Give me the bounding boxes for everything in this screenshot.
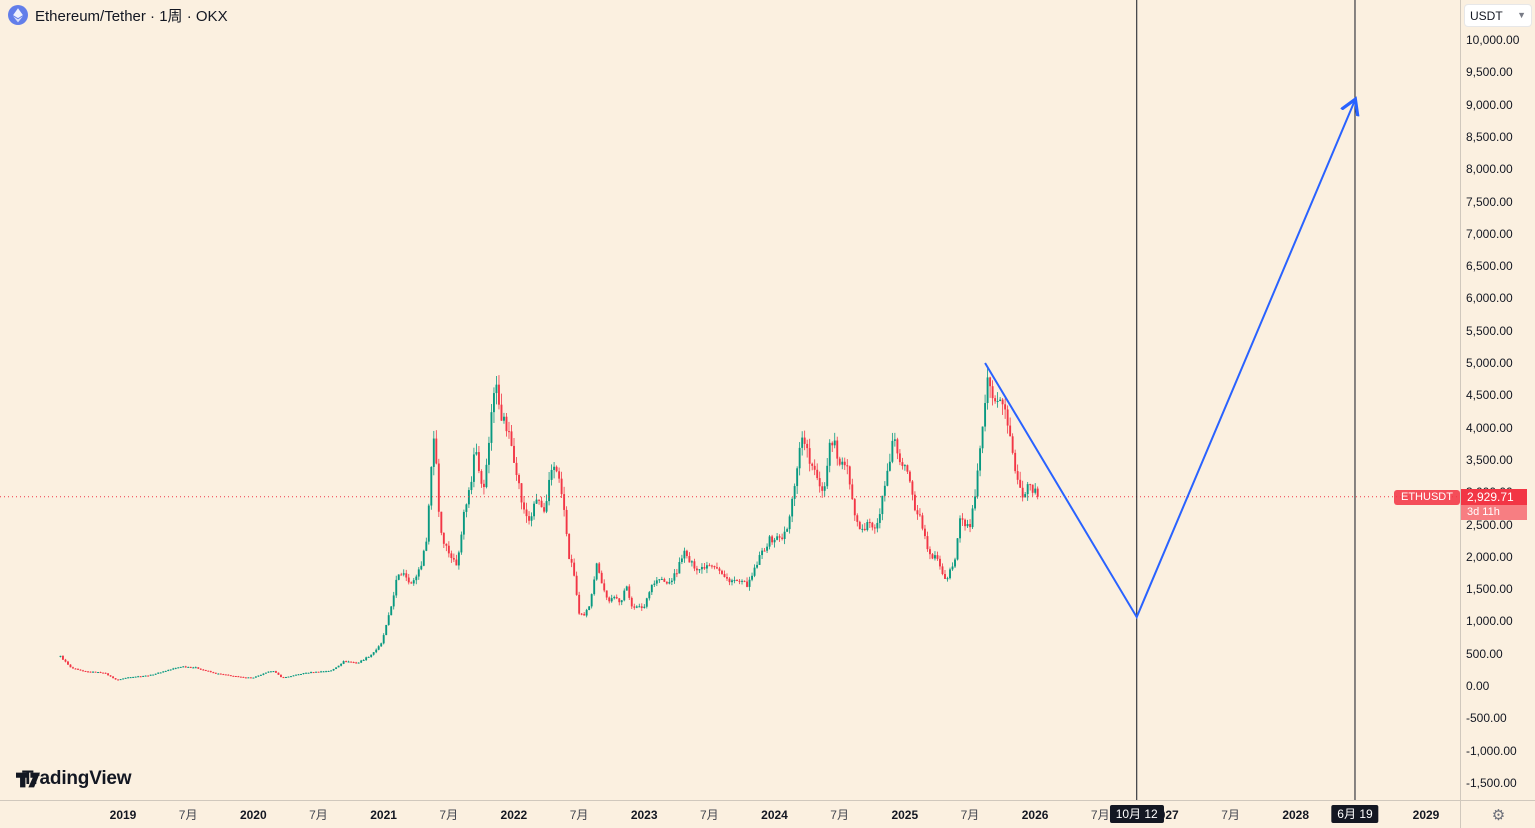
time-tick: 7月 xyxy=(830,808,849,822)
price-tick: 4,000.00 xyxy=(1466,420,1513,435)
time-tick: 7月 xyxy=(1221,808,1240,822)
currency-selector-value: USDT xyxy=(1470,8,1503,23)
price-tick: 10,000.00 xyxy=(1466,33,1520,47)
price-tick: -1,000.00 xyxy=(1466,743,1517,758)
candlestick-series xyxy=(59,367,1039,681)
time-tick: 7月 xyxy=(569,808,589,822)
chart-pane[interactable]: Ethereum/Tether · 1周 · OKX TradingView E… xyxy=(0,0,1460,800)
price-tick: 9,500.00 xyxy=(1466,65,1513,80)
price-axis[interactable]: USDT ▼ 10,000.00 9,500.00 9,000.00 8,500.00… xyxy=(1460,0,1535,800)
price-tick: 4,500.00 xyxy=(1466,388,1513,403)
price-tick: 5,000.00 xyxy=(1466,356,1513,371)
price-tick: 500.00 xyxy=(1466,646,1503,661)
time-tick: 2019 xyxy=(109,808,137,822)
price-tick: 6,000.00 xyxy=(1466,291,1513,306)
price-tick: 7,500.00 xyxy=(1466,194,1513,209)
price-tick: 5,500.00 xyxy=(1466,323,1513,338)
bar-countdown: 3d 11h xyxy=(1461,504,1527,520)
symbol-legend[interactable]: Ethereum/Tether · 1周 · OKX xyxy=(8,5,228,26)
time-tick: 2023 xyxy=(630,808,658,822)
settings-gear-icon[interactable]: ⚙ xyxy=(1491,806,1506,824)
price-tick: -500.00 xyxy=(1466,711,1507,726)
time-tick: 2024 xyxy=(761,808,788,822)
time-tick: 2020 xyxy=(239,808,267,822)
time-tick: 7月 xyxy=(1090,808,1110,822)
time-tick: 2025 xyxy=(891,808,919,822)
event-date-badge: 6月 19 xyxy=(1331,805,1379,823)
tradingview-logo[interactable]: TradingView xyxy=(14,768,132,790)
price-tick: 1,500.00 xyxy=(1466,582,1513,597)
currency-selector[interactable]: USDT ▼ xyxy=(1464,4,1532,27)
symbol-title[interactable]: Ethereum/Tether · 1周 · OKX xyxy=(35,8,228,25)
price-chart-svg[interactable] xyxy=(0,0,1460,800)
time-tick: 2028 xyxy=(1282,808,1310,822)
time-tick: 7月 xyxy=(309,808,328,822)
time-tick: 7月 xyxy=(700,808,719,822)
time-tick: 7月 xyxy=(178,808,198,822)
trend-arrow[interactable] xyxy=(984,100,1355,620)
time-tick: 7月 xyxy=(960,808,980,822)
time-tick: 2029 xyxy=(1412,808,1440,822)
current-price-value: 2,929.71 xyxy=(1461,488,1527,505)
price-line-symbol-text: ETHUSDT xyxy=(1401,490,1453,503)
price-tick: -1,500.00 xyxy=(1466,776,1517,790)
time-axis[interactable]: 2019 7月 2020 7月 2021 7月 2022 7月 2023 7月 2024 7月 2025… xyxy=(0,800,1460,828)
ethereum-icon xyxy=(8,5,28,26)
time-tick: 2021 xyxy=(370,808,397,822)
price-tick: 6,500.00 xyxy=(1466,259,1513,274)
current-price-tag: 2,929.71 3d 11h xyxy=(1461,488,1527,520)
chevron-down-icon: ▼ xyxy=(1517,10,1526,20)
time-tick: 7月 xyxy=(439,808,459,822)
time-tick: 2022 xyxy=(500,808,528,822)
tradingview-logo-text: TradingView xyxy=(22,768,132,789)
price-tick: 8,500.00 xyxy=(1466,129,1513,144)
axis-corner: ⚙ xyxy=(1460,800,1535,828)
price-tick: 0.00 xyxy=(1466,679,1490,694)
price-tick: 2,500.00 xyxy=(1466,517,1513,532)
price-tick: 2,000.00 xyxy=(1466,549,1513,564)
price-tick: 9,000.00 xyxy=(1466,97,1513,112)
price-tick: 1,000.00 xyxy=(1466,614,1513,629)
time-tick: 2026 xyxy=(1021,808,1049,822)
price-tick: 8,000.00 xyxy=(1466,162,1513,177)
price-line-symbol-label: ETHUSDT xyxy=(1394,489,1460,505)
price-tick: 7,000.00 xyxy=(1466,226,1513,241)
event-date-badge: 10月 12 xyxy=(1109,805,1164,823)
price-tick: 3,500.00 xyxy=(1466,452,1513,467)
